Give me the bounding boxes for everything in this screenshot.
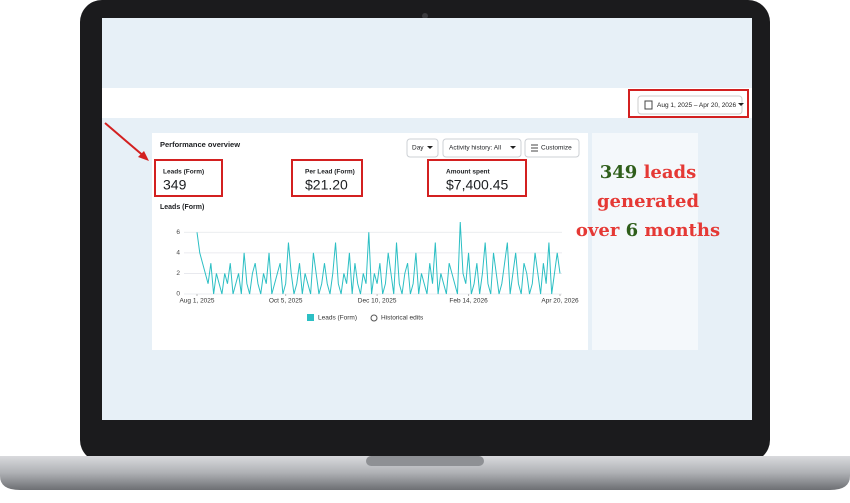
metric-value: 349 xyxy=(163,177,187,193)
activity-button[interactable] xyxy=(442,138,522,158)
button-label: Day xyxy=(412,145,424,152)
x-tick-label: Aug 1, 2025 xyxy=(179,298,214,305)
y-tick-label: 0 xyxy=(176,291,180,298)
x-tick-label: Oct 5, 2025 xyxy=(269,298,303,305)
metric-label: Leads (Form) xyxy=(163,169,204,176)
y-tick-label: 6 xyxy=(176,229,180,236)
date-range: Aug 1, 2025 – Apr 20, 2026 xyxy=(657,102,737,109)
calendar-icon xyxy=(644,100,653,110)
highlight-box xyxy=(154,159,223,197)
camera xyxy=(422,13,428,19)
laptop-base xyxy=(0,456,850,490)
button-label: Customize xyxy=(541,145,572,152)
legend-label: Historical edits xyxy=(381,315,424,322)
annotation-line: 349 leads xyxy=(600,162,697,183)
highlight-box xyxy=(427,159,527,197)
annotation-line: generated xyxy=(597,191,699,212)
annotation-line: over 6 months xyxy=(576,220,720,241)
legend-icon xyxy=(370,314,378,322)
arrow-head xyxy=(138,151,149,161)
annotation-part: leads xyxy=(644,162,697,183)
legend-label: Leads (Form) xyxy=(318,315,357,322)
legend-swatch xyxy=(307,314,314,321)
caret xyxy=(738,103,744,106)
highlight-box xyxy=(628,89,749,118)
side-card xyxy=(592,133,698,350)
arrow xyxy=(104,122,147,159)
day-button[interactable] xyxy=(406,138,439,158)
performance-card xyxy=(152,133,588,350)
caret xyxy=(427,146,433,149)
annotation-part: 6 xyxy=(626,220,639,241)
metric-value: $7,400.45 xyxy=(446,177,508,193)
x-tick-label: Feb 14, 2026 xyxy=(449,298,488,305)
annotation-part: months xyxy=(644,220,720,241)
panel-title: Performance overview xyxy=(160,140,240,149)
metric-label: Amount spent xyxy=(446,169,491,176)
x-tick-label: Dec 10, 2025 xyxy=(358,298,397,305)
button-label: Activity history: All xyxy=(449,145,502,152)
metric-value: $21.20 xyxy=(305,177,348,193)
annotation-part: over xyxy=(576,220,620,241)
laptop-notch xyxy=(366,456,484,466)
chart-title: Leads (Form) xyxy=(160,204,204,211)
y-tick-label: 4 xyxy=(176,250,180,257)
annotation-part: generated xyxy=(597,191,699,212)
caret xyxy=(510,146,516,149)
data-line xyxy=(196,221,561,295)
customize-button[interactable] xyxy=(524,138,580,158)
y-tick-label: 2 xyxy=(176,270,180,277)
x-tick-label: Apr 20, 2026 xyxy=(541,298,579,305)
highlight-box xyxy=(291,159,363,197)
customize-icon xyxy=(531,144,538,152)
annotation-part: 349 xyxy=(600,162,638,183)
metric-label: Per Lead (Form) xyxy=(305,169,355,176)
